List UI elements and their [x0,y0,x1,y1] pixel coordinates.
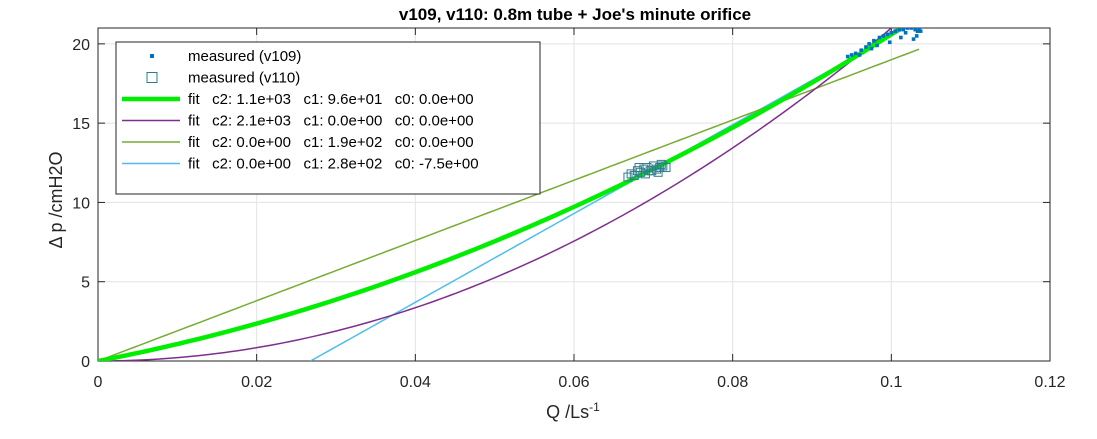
point-v109 [869,46,874,51]
point-v109 [887,40,892,45]
legend-entry: fit c2: 1.1e+03 c1: 9.6e+01 c0: 0.0e+00 [122,91,474,108]
legend: measured (v109) measured (v110) fit c2: 1.… [115,41,541,195]
point-v109 [899,35,903,40]
point-v109 [885,32,890,37]
y-tick-label: 0 [81,354,90,371]
fit-curve-1 [98,28,906,361]
point-v110 [634,163,644,173]
x-tick-labels: 0 0.02 0.04 0.06 0.08 0.1 0.12 [94,374,1066,391]
point-v110 [623,172,633,182]
point-v109 [903,30,908,35]
point-v109 [913,28,917,32]
y-tick-label: 20 [72,37,90,54]
fit-curve-2 [98,28,893,361]
legend-label: fit c2: 2.1e+03 c1: 0.0e+00 c0: 0.0e+00 [188,113,474,130]
legend-entry: measured (v109) [150,48,301,65]
point-v109 [889,30,894,35]
legend-entry: measured (v110) [146,70,300,87]
legend-marker [146,72,158,83]
point-v110 [658,161,668,171]
point-v109 [875,43,879,48]
point-v110 [640,169,650,179]
point-v109 [918,29,923,33]
y-tick-labels: 0 5 10 15 20 [72,37,90,371]
legend-label: measured (v109) [188,48,301,65]
point-v109 [909,28,913,30]
point-v109 [857,53,862,57]
legend-box [115,41,541,195]
x-tick-label: 0.02 [241,374,272,391]
point-v110 [652,164,662,174]
point-v109 [867,42,871,46]
point-v110 [656,159,666,169]
point-v110 [626,169,636,179]
point-v110 [629,170,639,180]
y-tick-label: 10 [72,195,90,212]
point-v109 [897,28,902,32]
legend-label: fit c2: 1.1e+03 c1: 9.6e+01 c0: 0.0e+00 [188,91,474,108]
point-v109 [864,45,868,49]
point-v109 [853,51,858,56]
point-v109 [893,29,898,33]
x-axis-label-text: Q /Ls [546,402,589,422]
point-v109 [845,54,850,59]
legend-marker [150,54,154,58]
point-v109 [901,28,906,32]
legend-entry: fit c2: 2.1e+03 c1: 0.0e+00 c0: 0.0e+00 [122,113,474,130]
legend-label: measured (v110) [188,70,300,87]
point-v109 [859,48,863,52]
point-v109 [877,35,882,40]
legend-label: fit c2: 0.0e+00 c1: 2.8e+02 c0: -7.5e+00 [188,156,479,173]
y-tick-label: 5 [81,275,90,292]
point-v110 [636,167,646,177]
point-v109 [849,53,854,57]
plot-area [98,28,923,361]
point-v109 [914,34,919,38]
x-axis-label-superscript: -1 [589,400,600,414]
point-v110 [647,166,657,176]
y-axis-label: Δ p /cmH2O [46,151,66,248]
point-v109 [881,34,886,38]
y-tick-label: 15 [72,116,90,133]
x-tick-label: 0.08 [717,374,748,391]
chart-title: v109, v110: 0.8m tube + Joe's minute ori… [399,5,751,24]
x-tick-label: 0 [94,374,103,391]
point-v109 [905,28,909,30]
point-v110 [661,163,671,173]
legend-entry: fit c2: 0.0e+00 c1: 2.8e+02 c0: -7.5e+00 [122,156,479,173]
legend-entry: fit c2: 0.0e+00 c1: 1.9e+02 c0: 0.0e+00 [122,134,474,151]
x-axis-label: Q /Ls-1 [546,400,600,422]
x-tick-label: 0.1 [880,374,902,391]
point-v109 [872,38,876,43]
x-tick-label: 0.12 [1034,374,1065,391]
x-tick-label: 0.06 [558,374,589,391]
x-tick-label: 0.04 [400,374,431,391]
legend-label: fit c2: 0.0e+00 c1: 1.9e+02 c0: 0.0e+00 [188,134,474,151]
point-v109 [911,37,916,41]
